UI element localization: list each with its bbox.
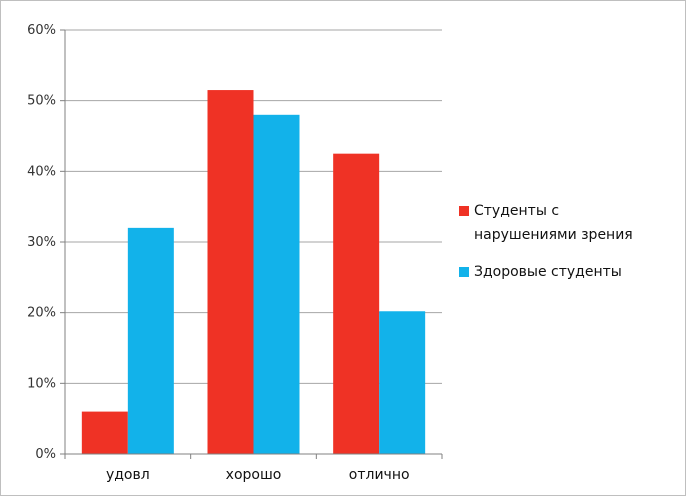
- y-tick-label: 20%: [27, 306, 56, 321]
- x-category-label: удовл: [106, 467, 150, 483]
- y-tick-label: 30%: [27, 235, 56, 250]
- legend-label: Здоровые студенты: [474, 264, 622, 280]
- x-category-label: хорошо: [226, 467, 282, 483]
- bar: [127, 227, 174, 454]
- y-tick-label: 0%: [35, 447, 56, 462]
- legend-swatch: [459, 206, 469, 216]
- bars: [81, 90, 426, 455]
- bar: [81, 411, 128, 454]
- bar: [333, 153, 380, 454]
- y-tick-label: 10%: [27, 376, 56, 391]
- x-category-label: отлично: [349, 467, 410, 483]
- y-tick-label: 40%: [27, 164, 56, 179]
- bar: [379, 311, 426, 454]
- y-tick-label: 60%: [27, 23, 56, 38]
- axes: [60, 29, 443, 459]
- bar: [253, 114, 300, 455]
- y-axis-ticks: 0% 10% 20% 30% 40% 50% 60%: [27, 23, 56, 462]
- legend-label: нарушениями зрения: [474, 227, 633, 243]
- y-tick-label: 50%: [27, 94, 56, 109]
- legend: Студенты с нарушениями зрения Здоровые сту…: [459, 203, 633, 280]
- bar: [207, 90, 254, 455]
- x-axis-categories: удовл хорошо отлично: [106, 467, 410, 483]
- legend-swatch: [459, 267, 469, 277]
- legend-label: Студенты с: [474, 203, 559, 219]
